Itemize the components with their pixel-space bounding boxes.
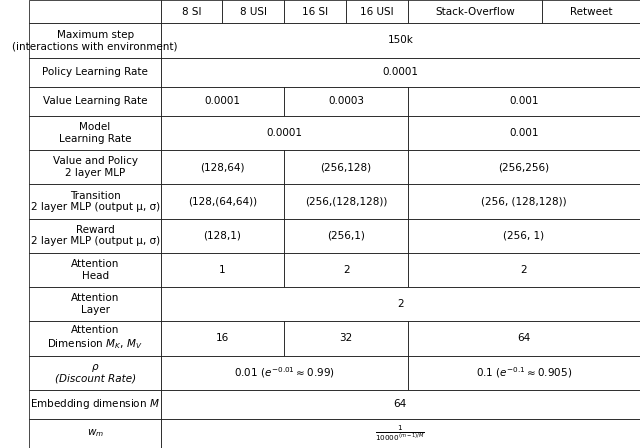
Text: 0.0001: 0.0001 <box>205 96 241 106</box>
Text: (128,64): (128,64) <box>200 162 244 172</box>
Bar <box>408 150 640 184</box>
Bar <box>408 253 640 287</box>
Text: Value Learning Rate: Value Learning Rate <box>43 96 147 106</box>
Text: Maximum step
(interactions with environment): Maximum step (interactions with environm… <box>12 30 178 51</box>
Bar <box>29 321 161 356</box>
Bar <box>223 0 284 23</box>
Bar <box>29 150 161 184</box>
Bar <box>542 0 640 23</box>
Text: 2: 2 <box>397 299 404 309</box>
Text: Stack-Overflow: Stack-Overflow <box>435 7 515 17</box>
Text: ρ
(Discount Rate): ρ (Discount Rate) <box>54 362 136 383</box>
Bar <box>161 116 408 150</box>
Text: 0.1 ($e^{-0.1}\approx 0.905$): 0.1 ($e^{-0.1}\approx 0.905$) <box>476 365 572 380</box>
Text: (128,(64,64)): (128,(64,64)) <box>188 196 257 207</box>
Text: 8 USI: 8 USI <box>240 7 267 17</box>
Bar <box>29 390 161 419</box>
Bar <box>29 86 161 116</box>
Text: 16: 16 <box>216 333 229 344</box>
Bar <box>346 0 408 23</box>
Text: 1: 1 <box>219 265 226 275</box>
Text: (256,128): (256,128) <box>321 162 372 172</box>
Bar <box>408 0 542 23</box>
Text: 32: 32 <box>339 333 353 344</box>
Bar <box>408 356 640 390</box>
Bar <box>161 356 408 390</box>
Text: Reward
2 layer MLP (output μ, σ): Reward 2 layer MLP (output μ, σ) <box>31 225 159 246</box>
Text: 2: 2 <box>520 265 527 275</box>
Text: Policy Learning Rate: Policy Learning Rate <box>42 67 148 77</box>
Bar <box>284 219 408 253</box>
Bar <box>29 116 161 150</box>
Bar <box>29 253 161 287</box>
Bar <box>284 253 408 287</box>
Bar <box>29 419 161 448</box>
Text: 0.001: 0.001 <box>509 128 539 138</box>
Text: (256,256): (256,256) <box>499 162 550 172</box>
Bar <box>161 253 284 287</box>
Text: 150k: 150k <box>387 35 413 45</box>
Bar <box>29 184 161 219</box>
Text: 0.0001: 0.0001 <box>266 128 302 138</box>
Bar <box>408 219 640 253</box>
Text: 2: 2 <box>343 265 349 275</box>
Bar <box>161 390 640 419</box>
Text: $\frac{1}{10000^{(m-1)/M}}$: $\frac{1}{10000^{(m-1)/M}}$ <box>376 424 426 444</box>
Text: (256,1): (256,1) <box>327 231 365 241</box>
Text: Model
Learning Rate: Model Learning Rate <box>59 122 131 144</box>
Bar <box>284 321 408 356</box>
Text: Attention
Head: Attention Head <box>71 259 119 281</box>
Bar <box>161 419 640 448</box>
Text: Attention
Dimension $M_K$, $M_V$: Attention Dimension $M_K$, $M_V$ <box>47 326 143 351</box>
Text: Embedding dimension $M$: Embedding dimension $M$ <box>30 397 160 411</box>
Bar <box>29 219 161 253</box>
Bar <box>29 287 161 321</box>
Bar <box>408 321 640 356</box>
Bar <box>161 219 284 253</box>
Bar <box>161 287 640 321</box>
Text: (256, (128,128)): (256, (128,128)) <box>481 196 567 207</box>
Text: (256, 1): (256, 1) <box>504 231 545 241</box>
Bar <box>161 0 223 23</box>
Bar <box>284 184 408 219</box>
Text: 8 SI: 8 SI <box>182 7 202 17</box>
Bar <box>161 23 640 57</box>
Bar <box>161 86 284 116</box>
Bar <box>408 184 640 219</box>
Bar <box>408 86 640 116</box>
Text: 0.01 ($e^{-0.01}\approx 0.99$): 0.01 ($e^{-0.01}\approx 0.99$) <box>234 365 335 380</box>
Text: 0.0001: 0.0001 <box>382 67 419 77</box>
Text: 0.001: 0.001 <box>509 96 539 106</box>
Bar <box>29 356 161 390</box>
Bar <box>29 57 161 86</box>
Bar <box>284 150 408 184</box>
Bar <box>161 57 640 86</box>
Text: 16 USI: 16 USI <box>360 7 394 17</box>
Text: Transition
2 layer MLP (output μ, σ): Transition 2 layer MLP (output μ, σ) <box>31 190 159 212</box>
Bar <box>161 150 284 184</box>
Text: 64: 64 <box>394 399 407 409</box>
Bar <box>284 0 346 23</box>
Bar <box>408 116 640 150</box>
Text: 64: 64 <box>517 333 531 344</box>
Bar <box>29 23 161 57</box>
Text: Attention
Layer: Attention Layer <box>71 293 119 315</box>
Bar <box>161 184 284 219</box>
Text: (128,1): (128,1) <box>204 231 241 241</box>
Bar <box>284 86 408 116</box>
Text: 0.0003: 0.0003 <box>328 96 364 106</box>
Bar <box>29 0 161 23</box>
Bar <box>161 321 284 356</box>
Text: $w_m$: $w_m$ <box>86 427 104 439</box>
Text: (256,(128,128)): (256,(128,128)) <box>305 196 387 207</box>
Text: Value and Policy
2 layer MLP: Value and Policy 2 layer MLP <box>52 156 138 178</box>
Text: 16 SI: 16 SI <box>302 7 328 17</box>
Text: Retweet: Retweet <box>570 7 612 17</box>
